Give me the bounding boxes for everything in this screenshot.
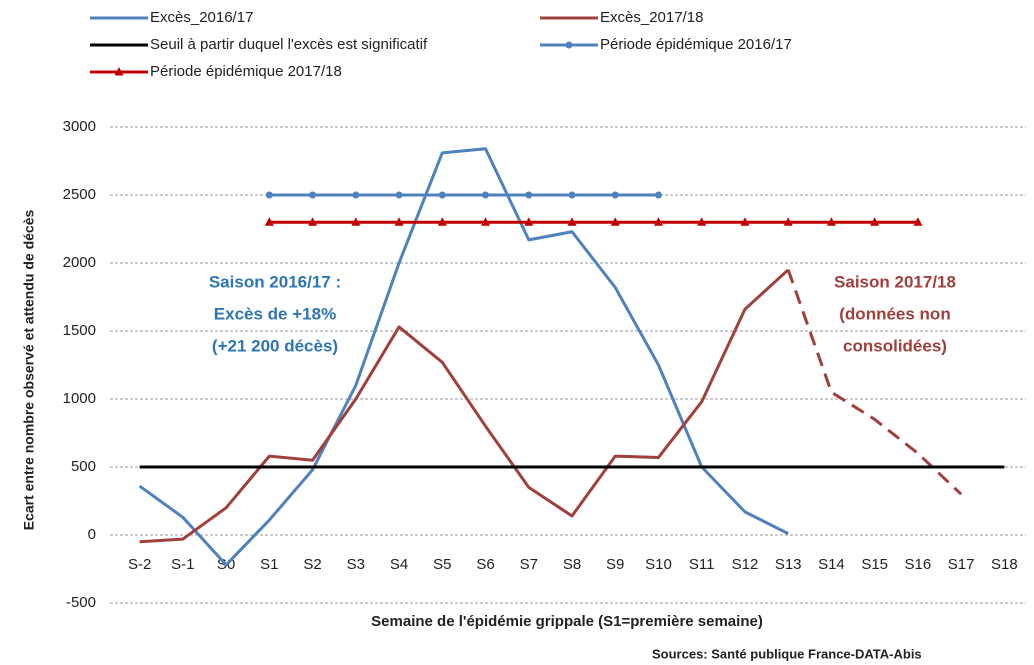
- legend-label: Seuil à partir duquel l'excès est signif…: [150, 36, 428, 53]
- marker: [264, 217, 274, 226]
- marker: [482, 191, 490, 199]
- x-tick-label: S1: [260, 556, 278, 573]
- marker: [654, 191, 662, 199]
- x-tick-label: S10: [645, 556, 672, 573]
- marker: [395, 191, 403, 199]
- x-tick-label: S13: [775, 556, 802, 573]
- series-line: [786, 269, 963, 496]
- x-tick-label: S8: [563, 556, 581, 573]
- y-tick-label: 3000: [63, 118, 96, 135]
- x-tick-label: S16: [905, 556, 932, 573]
- annotation: Saison 2016/17 :: [209, 272, 341, 291]
- x-tick-label: S6: [476, 556, 494, 573]
- marker: [697, 217, 707, 226]
- source: Sources: Santé publique France-DATA-Abis: [652, 646, 922, 661]
- x-tick-label: S15: [861, 556, 888, 573]
- annotation: (données non: [839, 304, 950, 323]
- marker: [826, 217, 836, 226]
- legend-marker: [114, 67, 124, 76]
- marker: [352, 191, 360, 199]
- marker: [308, 217, 318, 226]
- annotation: (+21 200 décès): [212, 336, 338, 355]
- marker: [653, 217, 663, 226]
- x-tick-label: S2: [303, 556, 321, 573]
- marker: [740, 217, 750, 226]
- y-axis-label: Ecart entre nombre observé et attendu de…: [21, 210, 37, 531]
- marker: [351, 217, 361, 226]
- x-axis-label: Semaine de l'épidémie grippale (S1=premi…: [371, 613, 763, 630]
- x-tick-label: S3: [347, 556, 365, 573]
- x-tick-label: S12: [732, 556, 759, 573]
- x-tick-label: S-1: [171, 556, 194, 573]
- legend-label: Période épidémique 2016/17: [600, 36, 792, 53]
- x-tick-label: S14: [818, 556, 845, 573]
- y-tick-label: 2000: [63, 254, 96, 271]
- x-tick-label: S9: [606, 556, 624, 573]
- marker: [265, 191, 273, 199]
- y-tick-label: 0: [88, 526, 96, 543]
- x-tick-label: S17: [948, 556, 975, 573]
- marker: [913, 217, 923, 226]
- annotation: Saison 2017/18: [834, 272, 956, 291]
- legend-label: Excès_2017/18: [600, 9, 703, 26]
- marker: [309, 191, 317, 199]
- x-tick-label: S-2: [128, 556, 151, 573]
- marker: [481, 217, 491, 226]
- marker: [437, 217, 447, 226]
- y-tick-label: 1500: [63, 322, 96, 339]
- marker: [567, 217, 577, 226]
- series-line: [138, 147, 789, 567]
- annotation: consolidées): [843, 336, 947, 355]
- x-tick-label: S18: [991, 556, 1018, 573]
- legend-label: Excès_2016/17: [150, 9, 253, 26]
- marker: [783, 217, 793, 226]
- marker: [610, 217, 620, 226]
- x-tick-label: S4: [390, 556, 408, 573]
- marker: [568, 191, 576, 199]
- series-line: [139, 268, 790, 544]
- marker: [524, 217, 534, 226]
- y-tick-label: 1000: [63, 390, 96, 407]
- y-tick-label: -500: [66, 594, 96, 611]
- x-tick-label: S7: [520, 556, 538, 573]
- legend-marker: [565, 41, 573, 49]
- marker: [870, 217, 880, 226]
- marker: [394, 217, 404, 226]
- x-tick-label: S11: [689, 556, 715, 573]
- y-tick-label: 500: [71, 458, 96, 475]
- y-tick-label: 2500: [63, 186, 96, 203]
- marker: [611, 191, 619, 199]
- marker: [438, 191, 446, 199]
- x-tick-label: S5: [433, 556, 451, 573]
- legend-label: Période épidémique 2017/18: [150, 63, 342, 80]
- marker: [525, 191, 533, 199]
- annotation: Excès de +18%: [214, 304, 336, 323]
